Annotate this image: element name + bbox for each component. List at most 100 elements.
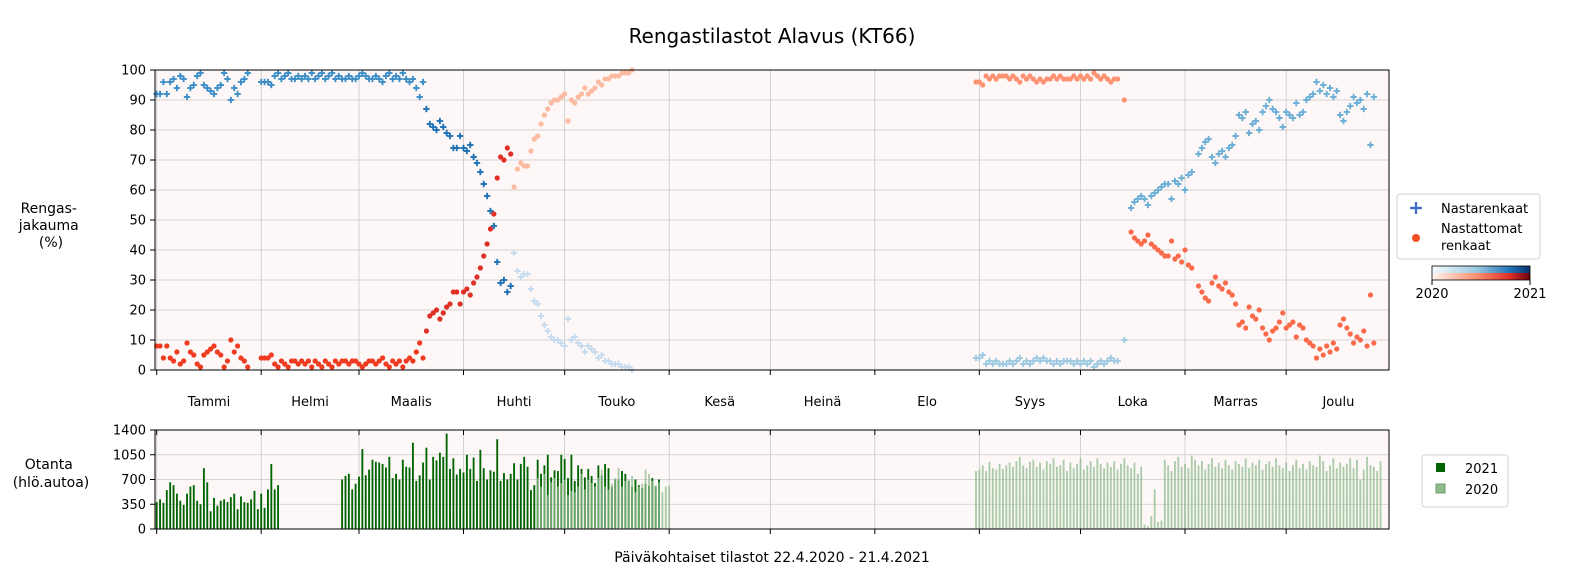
sample-bar-2021 [506, 479, 509, 529]
studded-point [483, 192, 491, 200]
non-studded-point [1239, 319, 1245, 325]
sample-bar-2020 [988, 461, 991, 529]
sample-bar-2020 [1190, 455, 1193, 529]
studded-point [1198, 144, 1206, 152]
non-studded-point [1020, 73, 1026, 79]
studded-point [595, 354, 602, 362]
sample-bar-2020 [597, 478, 600, 529]
y-tick-label: 1050 [113, 448, 146, 463]
studded-point [173, 84, 181, 92]
sample-bar-2020 [1153, 489, 1156, 529]
sample-ylabel-line-2: (hlö.autoa) [13, 475, 90, 491]
sample-bar-2020 [1278, 465, 1281, 529]
studded-point [295, 72, 302, 80]
non-studded-point [1206, 298, 1212, 304]
month-label: Marras [1213, 395, 1258, 410]
y-tick-label: 1400 [113, 424, 146, 439]
non-studded-point [1290, 319, 1296, 325]
studded-point [443, 129, 450, 137]
non-studded-point [1337, 322, 1343, 328]
non-studded-point [990, 73, 996, 79]
sample-bar-2020 [627, 479, 630, 529]
studded-point [591, 348, 599, 356]
sample-bar-2021 [438, 452, 441, 529]
sample-bar-2021 [179, 500, 182, 529]
sample-bar-2021 [226, 502, 229, 529]
sample-bar-2021 [519, 463, 522, 529]
non-studded-point [1145, 232, 1151, 238]
sample-bar-2020 [1265, 463, 1267, 529]
non-studded-point [1303, 337, 1309, 343]
sample-bar-2020 [587, 479, 590, 529]
sample-bar-2021 [209, 511, 212, 529]
studded-point [504, 288, 511, 296]
studded-point [571, 333, 578, 341]
sample-bar-2020 [573, 492, 576, 529]
distribution-ylabel-line-1: Rengas- [21, 201, 77, 217]
footer-caption: Päiväkohtaiset tilastot 22.4.2020 - 21.4… [614, 550, 930, 566]
studded-point [217, 81, 224, 89]
non-studded-point [211, 343, 217, 349]
non-studded-point [592, 85, 598, 91]
non-studded-point [615, 73, 622, 79]
sample-bar-2020 [1318, 455, 1321, 529]
studded-point [1363, 90, 1371, 98]
sample-bar-2020 [1093, 466, 1095, 529]
non-studded-point [626, 70, 632, 76]
non-studded-point [319, 364, 325, 370]
non-studded-point [265, 355, 271, 361]
sample-bar-2020 [1349, 458, 1352, 529]
studded-point [1050, 360, 1057, 368]
month-label: Helmi [291, 395, 329, 410]
sample-bar-2020 [1130, 468, 1133, 529]
non-studded-point [993, 76, 999, 82]
studded-point [1232, 132, 1239, 140]
sample-bar-2021 [523, 456, 526, 529]
studded-point [214, 84, 221, 92]
non-studded-point [1010, 73, 1016, 79]
sample-bar-2021 [516, 479, 519, 529]
non-studded-point [245, 364, 251, 370]
studded-point [335, 72, 342, 80]
studded-point [301, 72, 309, 80]
sample-bar-2021 [378, 462, 381, 529]
sample-ylabel: Otanta (hlö.autoa) [13, 457, 90, 491]
studded-point [433, 126, 440, 134]
sample-bar-2021 [462, 472, 465, 529]
non-studded-point [467, 292, 473, 298]
sample-bar-2021 [186, 493, 188, 529]
non-studded-point [1168, 238, 1175, 244]
non-studded-point [376, 358, 382, 364]
non-studded-point [1209, 280, 1215, 286]
y-tick-label: 20 [129, 304, 146, 319]
non-studded-point [1047, 76, 1053, 82]
studded-point [389, 75, 396, 83]
sample-bar-2020 [1076, 463, 1079, 529]
studded-point [564, 315, 572, 323]
studded-point [207, 87, 214, 95]
sample-bar-2020 [1008, 462, 1011, 529]
studded-point [1134, 195, 1142, 203]
studded-point [1073, 357, 1081, 365]
sample-bar-2020 [543, 473, 546, 529]
studded-point [1309, 90, 1317, 98]
non-studded-point [1307, 340, 1313, 346]
sample-bar-2021 [546, 454, 549, 529]
sample-bar-2020 [607, 489, 610, 529]
sample-bar-2021 [489, 470, 492, 529]
sample-bar-2021 [465, 454, 468, 529]
studded-point [1320, 81, 1327, 89]
sample-bar-2020 [550, 482, 553, 529]
sample-bar-2020 [600, 469, 603, 529]
studded-point [514, 267, 521, 275]
non-studded-point [477, 265, 483, 271]
sample-bar-2021 [219, 500, 222, 529]
non-studded-point [1040, 79, 1047, 85]
sample-y-axis: 0 350 700 1050 1400 [113, 424, 155, 538]
studded-point [345, 72, 353, 80]
sample-bar-2020 [621, 486, 623, 529]
studded-point [1168, 195, 1175, 203]
non-studded-point [197, 364, 204, 370]
studded-point [1067, 357, 1074, 365]
non-studded-legend-line-1: Nastattomat [1441, 222, 1522, 237]
